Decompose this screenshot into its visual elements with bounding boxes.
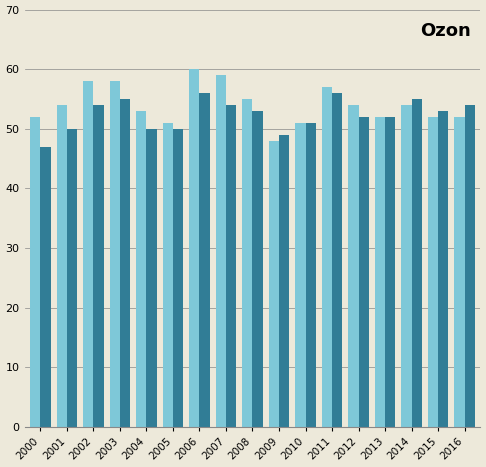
- Bar: [216, 75, 226, 427]
- Bar: [322, 87, 332, 427]
- Bar: [84, 81, 93, 427]
- Text: Ozon: Ozon: [420, 22, 471, 40]
- Bar: [401, 105, 412, 427]
- Bar: [279, 134, 289, 427]
- Bar: [375, 117, 385, 427]
- Bar: [269, 141, 279, 427]
- Bar: [465, 105, 475, 427]
- Bar: [137, 111, 146, 427]
- Bar: [30, 117, 40, 427]
- Bar: [146, 129, 156, 427]
- Bar: [120, 99, 130, 427]
- Bar: [173, 129, 183, 427]
- Bar: [199, 93, 209, 427]
- Bar: [295, 123, 306, 427]
- Bar: [67, 129, 77, 427]
- Bar: [57, 105, 67, 427]
- Bar: [190, 69, 199, 427]
- Bar: [110, 81, 120, 427]
- Bar: [332, 93, 342, 427]
- Bar: [306, 123, 315, 427]
- Bar: [163, 123, 173, 427]
- Bar: [93, 105, 104, 427]
- Bar: [454, 117, 465, 427]
- Bar: [438, 111, 448, 427]
- Bar: [243, 99, 253, 427]
- Bar: [412, 99, 421, 427]
- Bar: [226, 105, 236, 427]
- Bar: [385, 117, 395, 427]
- Bar: [40, 147, 51, 427]
- Bar: [359, 117, 368, 427]
- Bar: [428, 117, 438, 427]
- Bar: [348, 105, 359, 427]
- Bar: [253, 111, 262, 427]
